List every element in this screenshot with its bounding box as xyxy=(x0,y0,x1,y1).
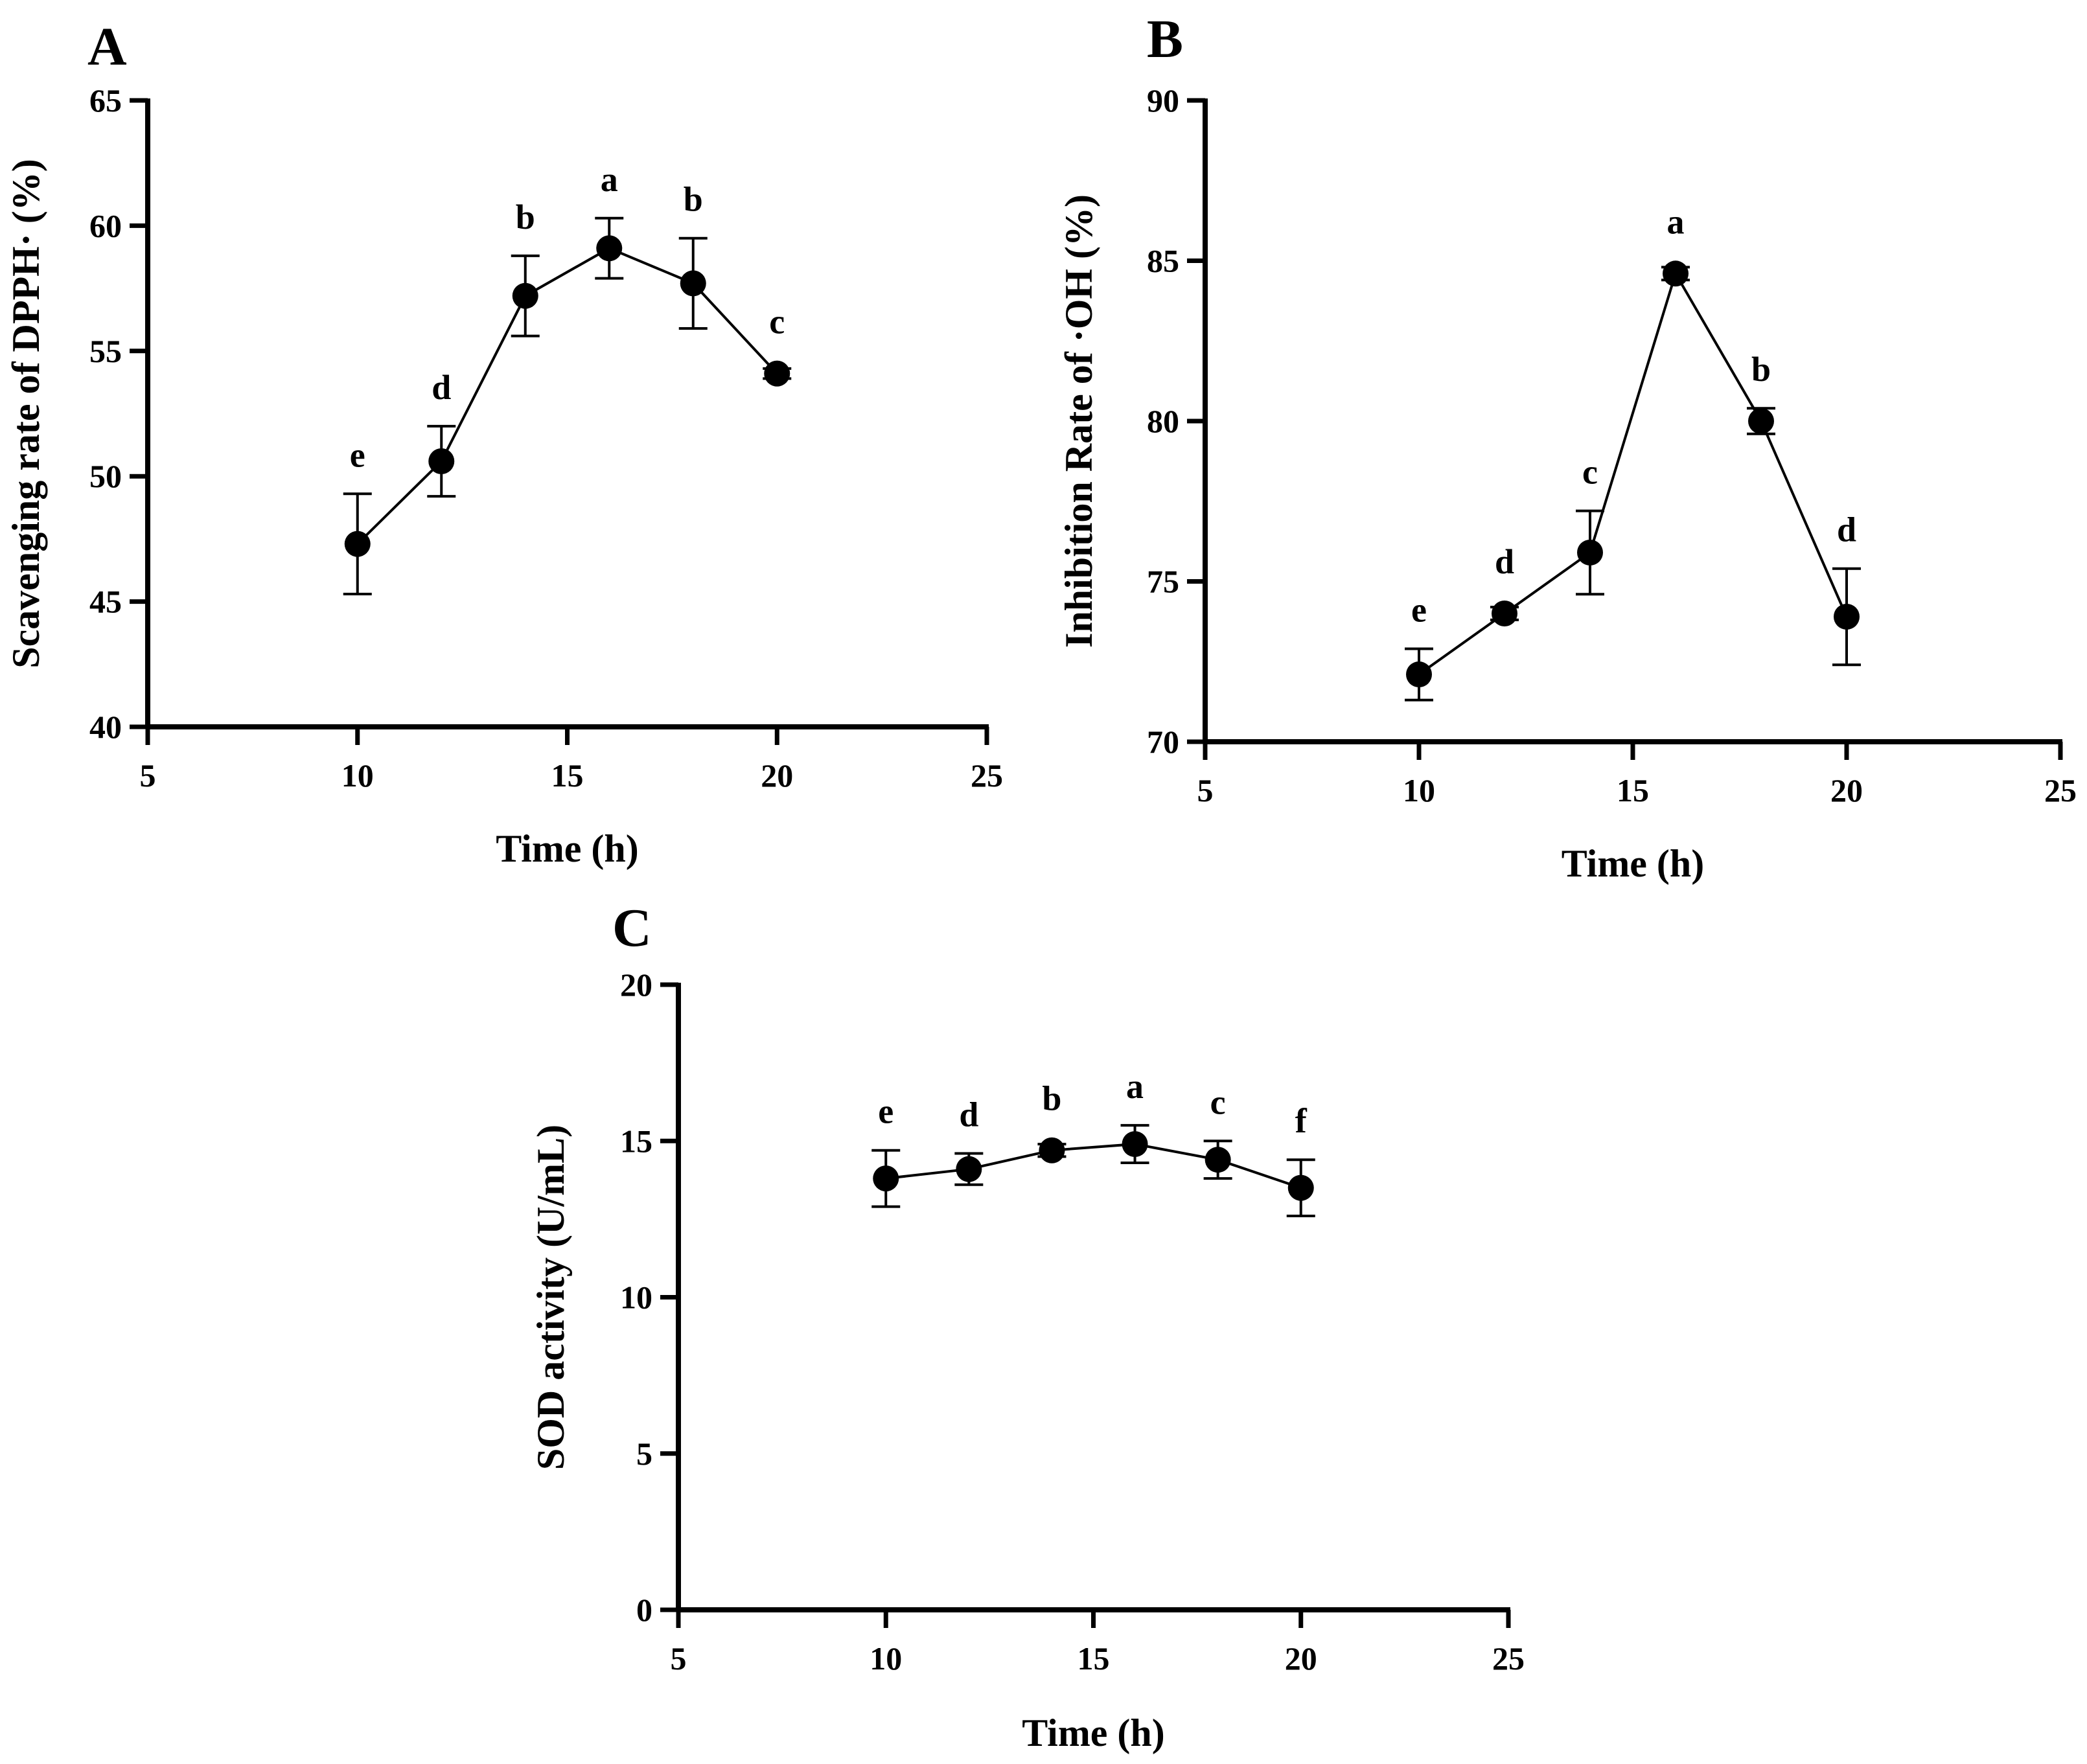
significance-label: c xyxy=(1582,453,1598,492)
significance-label: e xyxy=(350,435,365,474)
x-tick-label: 20 xyxy=(761,757,793,794)
y-tick-label: 40 xyxy=(89,709,122,745)
y-tick-label: 50 xyxy=(89,458,122,494)
data-point xyxy=(1577,539,1603,566)
panel-label-c: C xyxy=(612,898,652,958)
significance-label: b xyxy=(684,180,703,219)
data-point xyxy=(1834,603,1860,630)
x-axis-title: Time (h) xyxy=(496,827,639,870)
chart-panel-a: A 40 45 50 55 60 65 5 10 15 20 25 Time (h) Scavenging… xyxy=(5,17,1003,870)
x-tick-label: 20 xyxy=(1285,1640,1317,1677)
significance-label: c xyxy=(1210,1082,1226,1121)
x-tick-label: 25 xyxy=(2044,772,2077,808)
data-point xyxy=(764,360,790,387)
data-point xyxy=(1406,661,1432,688)
y-axis-title: SOD activity (U/mL) xyxy=(529,1125,572,1470)
y-tick-label: 55 xyxy=(89,333,122,369)
x-tick-label: 5 xyxy=(671,1640,687,1677)
data-point xyxy=(596,235,623,262)
data-point xyxy=(956,1156,982,1182)
significance-label: e xyxy=(1411,590,1427,629)
x-tick-label: 5 xyxy=(1197,772,1214,808)
y-tick-label: 70 xyxy=(1147,724,1179,760)
significance-label: b xyxy=(1042,1079,1061,1118)
significance-label: d xyxy=(1837,510,1856,549)
y-tick-label: 80 xyxy=(1147,403,1179,439)
x-tick-label: 25 xyxy=(1492,1640,1525,1677)
significance-label: b xyxy=(516,198,535,236)
significance-label: a xyxy=(1667,202,1685,241)
chart-panel-b: B 70 75 80 85 90 5 10 15 20 25 Time (h) Inhibition R… xyxy=(1057,9,2077,885)
series-line xyxy=(1418,270,1848,676)
y-axis-title: Scavenging rate of DPPH· (%) xyxy=(5,159,47,669)
x-tick-label: 15 xyxy=(1078,1640,1110,1677)
significance-label: f xyxy=(1295,1101,1308,1140)
significance-label: c xyxy=(769,303,785,341)
x-axis-title: Time (h) xyxy=(1022,1712,1165,1754)
data-point xyxy=(344,531,371,557)
panel-label-b: B xyxy=(1147,9,1183,69)
y-tick-label: 10 xyxy=(620,1279,652,1316)
significance-label: d xyxy=(1495,542,1514,581)
x-tick-label: 10 xyxy=(341,757,374,794)
y-tick-label: 5 xyxy=(636,1436,652,1472)
x-tick-label: 20 xyxy=(1830,772,1863,808)
data-point xyxy=(680,270,706,297)
y-tick-label: 90 xyxy=(1147,82,1179,119)
y-tick-label: 60 xyxy=(89,207,122,244)
y-axis-title: Inhibition Rate of ·OH (%) xyxy=(1057,194,1100,648)
data-point xyxy=(428,448,455,474)
data-point xyxy=(1287,1174,1314,1201)
data-point xyxy=(1039,1137,1065,1163)
significance-label: b xyxy=(1751,350,1771,389)
series-line xyxy=(886,1143,1302,1189)
data-point xyxy=(873,1165,899,1192)
panel-label-a: A xyxy=(87,17,127,77)
data-point xyxy=(1663,260,1689,287)
series-line xyxy=(356,246,778,545)
y-tick-label: 20 xyxy=(620,967,652,1003)
data-point xyxy=(512,282,538,309)
x-tick-label: 10 xyxy=(870,1640,902,1677)
x-tick-label: 25 xyxy=(971,757,1003,794)
data-point xyxy=(1205,1147,1231,1173)
x-tick-label: 15 xyxy=(1617,772,1649,808)
x-tick-label: 10 xyxy=(1403,772,1435,808)
y-tick-label: 65 xyxy=(89,82,122,119)
significance-label: e xyxy=(878,1092,894,1131)
y-tick-label: 0 xyxy=(636,1592,652,1628)
data-point xyxy=(1122,1131,1148,1158)
significance-label: a xyxy=(601,160,618,199)
data-point xyxy=(1748,408,1774,434)
x-axis-title: Time (h) xyxy=(1562,842,1705,885)
y-tick-label: 45 xyxy=(89,584,122,620)
significance-label: a xyxy=(1126,1067,1144,1106)
x-tick-label: 5 xyxy=(140,757,156,794)
significance-label: d xyxy=(959,1095,978,1134)
data-point xyxy=(1492,601,1517,626)
y-tick-label: 85 xyxy=(1147,243,1179,279)
x-tick-label: 15 xyxy=(551,757,584,794)
y-tick-label: 75 xyxy=(1147,564,1179,600)
significance-label: d xyxy=(432,368,451,407)
y-tick-label: 15 xyxy=(620,1123,652,1159)
